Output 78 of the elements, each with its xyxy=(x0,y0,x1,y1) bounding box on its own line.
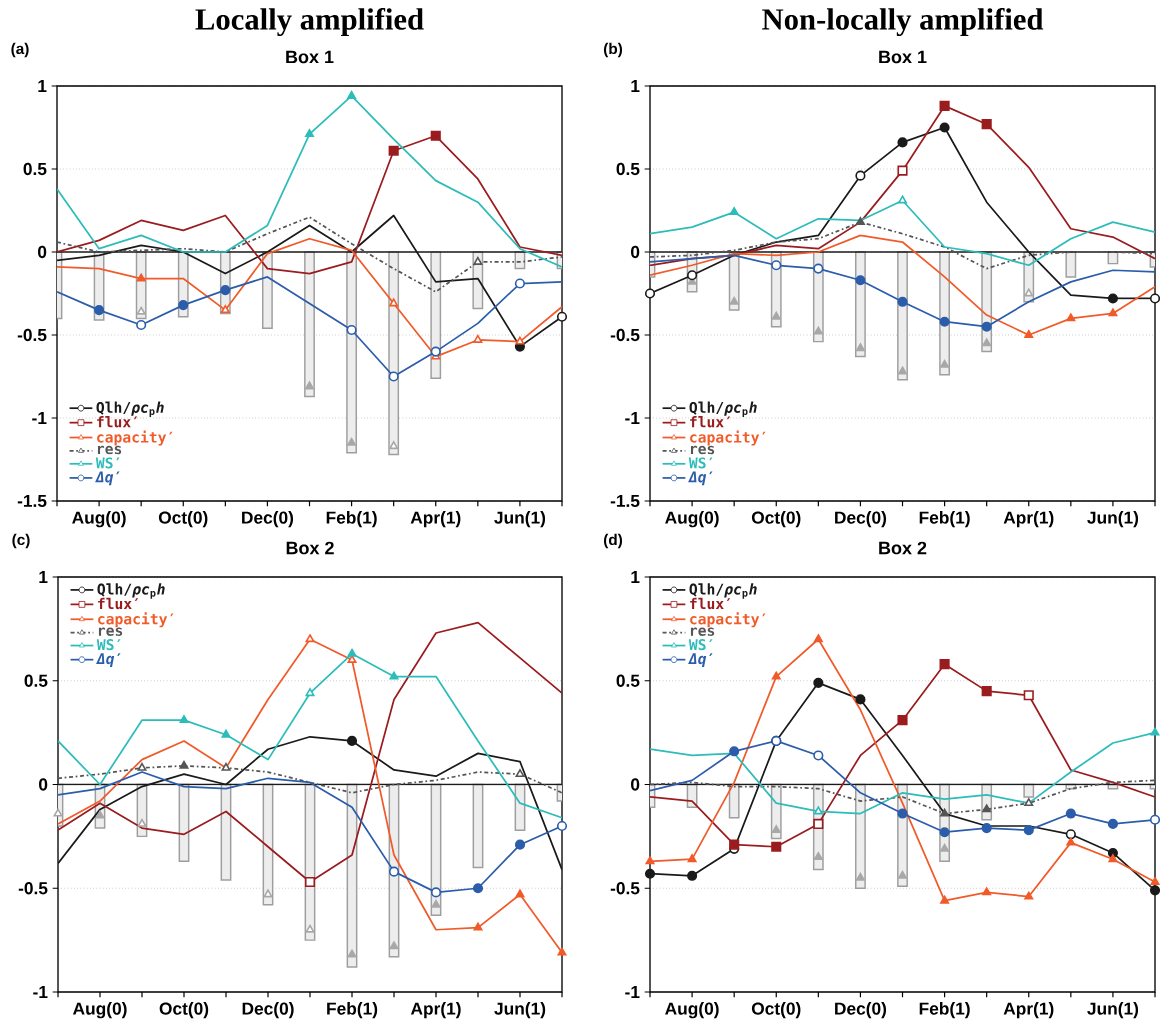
y-tick-label: -1 xyxy=(625,412,640,424)
x-tick-label: Jun(1) xyxy=(494,1002,546,1019)
text: (d) xyxy=(603,533,623,549)
legend-label: flux′ xyxy=(97,416,138,428)
legend-label: Δq′ xyxy=(688,653,713,668)
y-tick-label: 1 xyxy=(38,80,47,92)
text: (a) xyxy=(11,42,29,58)
legend-label: Qlh/ρc$_{p}$h xyxy=(97,583,165,599)
legend-label: Qlh/ρc$_{p}$h xyxy=(689,583,757,599)
y-tick-label: 1 xyxy=(631,80,640,92)
y-tick-label: -1 xyxy=(32,412,47,424)
legend-label: flux′ xyxy=(690,597,731,610)
legend-label: capacity′ xyxy=(690,430,766,446)
x-tick-label: Dec(0) xyxy=(242,511,294,528)
x-tick-label: Aug(0) xyxy=(665,1002,719,1019)
y-tick-label: 0 xyxy=(631,778,640,791)
y-tick-label: -1 xyxy=(33,986,48,998)
x-tick-label: Dec(0) xyxy=(242,1002,294,1019)
legend-label: Δq′ xyxy=(96,653,121,668)
legend-label: Δq′ xyxy=(95,471,120,486)
x-tick-label: Feb(1) xyxy=(327,1002,378,1019)
chart-subtitle: Box 1 xyxy=(879,50,927,64)
x-tick-label: Jun(1) xyxy=(1087,511,1139,528)
chart-title: Non-locally amplified xyxy=(762,7,1044,37)
legend-label: capacity′ xyxy=(690,612,766,628)
legend-label: WS′ xyxy=(96,639,121,651)
x-tick-label: Feb(1) xyxy=(919,511,970,528)
legend-label: WS′ xyxy=(95,457,120,469)
y-tick-label: -0.5 xyxy=(610,882,640,895)
legend-label: capacity′ xyxy=(97,430,173,446)
y-tick-label: 0.5 xyxy=(616,674,640,687)
x-tick-label: Apr(1) xyxy=(410,511,461,528)
x-tick-label: Dec(0) xyxy=(835,511,887,528)
x-tick-label: Oct(0) xyxy=(158,511,208,528)
x-tick-label: Aug(0) xyxy=(73,1002,127,1019)
chart-title: Locally amplified xyxy=(195,7,424,37)
y-tick-label: 1 xyxy=(631,571,640,583)
legend-label: res xyxy=(98,627,123,636)
y-tick-label: 0 xyxy=(38,245,47,259)
legend-label: WS′ xyxy=(688,639,713,651)
x-tick-label: Dec(0) xyxy=(835,1002,887,1019)
y-tick-label: 0.5 xyxy=(23,162,47,176)
y-tick-label: -0.5 xyxy=(610,328,640,342)
legend-label: res xyxy=(97,445,122,455)
y-tick-label: -1.5 xyxy=(17,494,47,508)
legend-label: flux′ xyxy=(98,597,139,610)
y-tick-label: -0.5 xyxy=(18,882,48,895)
text: (c) xyxy=(12,533,30,549)
y-tick-label: 0.5 xyxy=(24,674,48,687)
legend-label: res xyxy=(690,627,715,636)
x-tick-label: Oct(0) xyxy=(159,1002,209,1019)
x-tick-label: Apr(1) xyxy=(1003,1002,1054,1019)
x-tick-label: Jun(1) xyxy=(494,511,546,528)
y-tick-label: 0 xyxy=(631,245,640,259)
text: (b) xyxy=(603,42,623,58)
x-tick-label: Aug(0) xyxy=(72,511,126,528)
y-tick-label: 0.5 xyxy=(616,162,640,176)
y-tick-label: -1.5 xyxy=(610,494,640,508)
y-tick-label: 0 xyxy=(39,778,48,791)
x-tick-label: Feb(1) xyxy=(919,1002,970,1019)
x-tick-label: Apr(1) xyxy=(410,1002,461,1019)
x-tick-label: Oct(0) xyxy=(751,1002,801,1019)
legend-label: Δq′ xyxy=(688,471,713,486)
y-tick-label: 1 xyxy=(39,571,48,583)
y-tick-label: -0.5 xyxy=(17,328,47,342)
legend-label: res xyxy=(690,445,715,455)
legend-label: capacity′ xyxy=(98,612,174,628)
x-tick-label: Aug(0) xyxy=(665,511,719,528)
x-tick-label: Oct(0) xyxy=(751,511,801,528)
legend-label: WS′ xyxy=(688,457,713,469)
x-tick-label: Feb(1) xyxy=(326,511,377,528)
legend-label: flux′ xyxy=(690,416,731,428)
y-tick-label: -1 xyxy=(625,986,640,998)
chart-title: Box 2 xyxy=(879,541,927,555)
x-tick-label: Apr(1) xyxy=(1003,511,1054,528)
chart-subtitle: Box 1 xyxy=(286,50,334,64)
chart-title: Box 2 xyxy=(286,541,334,555)
x-tick-label: Jun(1) xyxy=(1087,1002,1139,1019)
